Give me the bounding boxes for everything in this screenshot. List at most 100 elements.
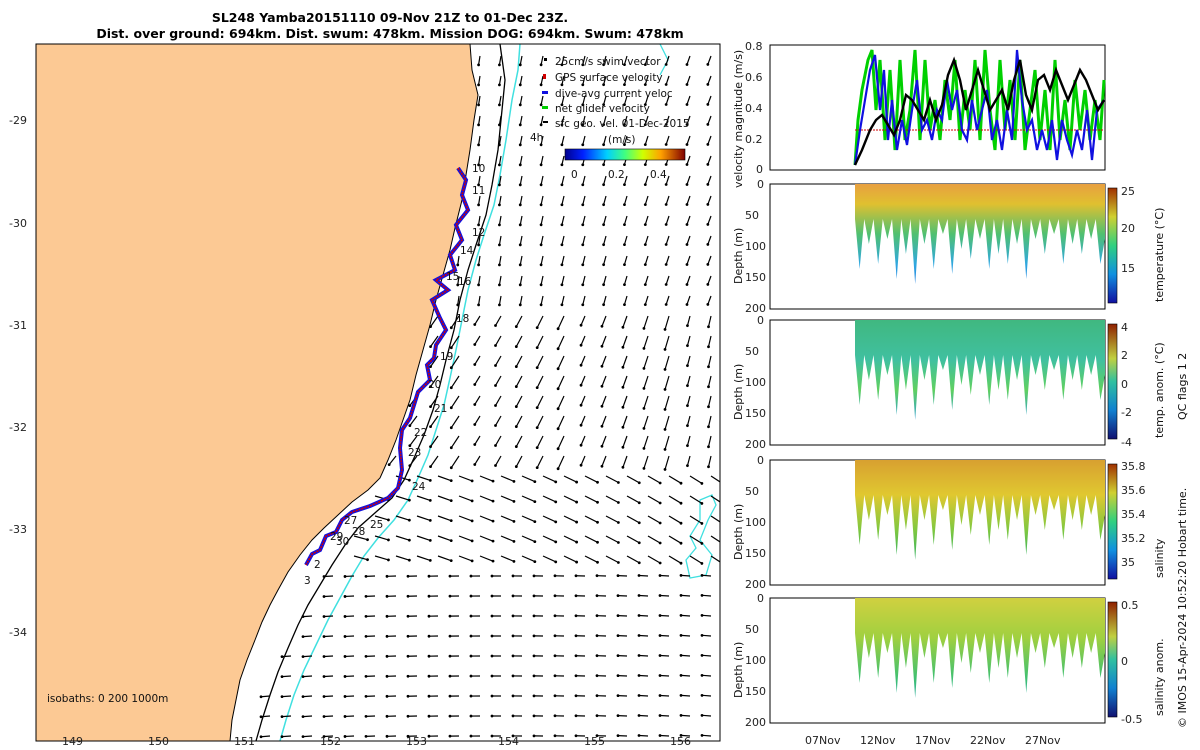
lat-tick: -30 <box>9 217 27 230</box>
velocity-arrow-head <box>408 404 412 408</box>
velocity-arrow <box>437 515 452 522</box>
velocity-arrow-head <box>518 123 522 127</box>
velocity-arrow <box>689 555 703 564</box>
velocity-arrow-head <box>621 385 625 389</box>
velocity-arrow-head <box>686 364 689 368</box>
lat-tick: -32 <box>9 421 27 434</box>
velocity-arrow-head <box>498 163 501 167</box>
velocity-arrow <box>498 55 502 65</box>
velocity-arrow-head <box>407 478 411 482</box>
velocity-arrow <box>494 375 502 386</box>
velocity-arrow-head <box>621 345 625 349</box>
velocity-arrow-head <box>514 425 518 428</box>
velocity-arrow-head <box>343 675 347 678</box>
velocity-arrow-head <box>280 735 284 739</box>
colorbar-tick: 35.6 <box>1121 484 1146 497</box>
depth-tick: 150 <box>745 547 766 560</box>
colorbar-tick: 2 <box>1121 349 1128 362</box>
velocity-arrow-head <box>623 103 626 107</box>
velocity-arrow-head <box>429 405 432 409</box>
velocity-arrow-head <box>679 541 683 545</box>
velocity-arrow-head <box>428 539 432 542</box>
colorbar-label: salinity anom. <box>1153 638 1166 716</box>
velocity-arrow-head <box>494 464 497 467</box>
velocity-arrow-head <box>473 423 477 426</box>
velocity-arrow-head <box>406 674 410 678</box>
velocity-arrow-head <box>706 103 710 106</box>
velocity-arrow-head <box>532 594 536 598</box>
velocity-arrow-head <box>343 595 347 598</box>
velocity-arrow-head <box>664 63 668 66</box>
section-colorbar <box>1107 323 1118 440</box>
velocity-arrow-head <box>642 446 646 450</box>
day-label: 29 <box>330 531 343 543</box>
velocity-arrow-head <box>429 345 432 349</box>
depth-tick: 0 <box>757 454 764 467</box>
velocity-arrow-head <box>664 143 668 146</box>
velocity-arrow-head <box>664 263 668 266</box>
velocity-arrow-head <box>470 499 474 503</box>
lat-axis: -29 -30 -31 -32 -33 -34 <box>9 114 27 639</box>
velocity-arrow-head <box>581 303 585 307</box>
velocity-arrow-head <box>532 634 536 638</box>
velocity-arrow <box>680 694 691 697</box>
velocity-arrow-head <box>658 634 662 637</box>
velocity-arrow-head <box>408 444 412 448</box>
velocity-arrow-head <box>366 538 369 542</box>
velocity-arrow-head <box>623 143 626 147</box>
velocity-arrow-head <box>406 714 410 718</box>
velocity-arrow-head <box>560 243 564 247</box>
velocity-arrow-head <box>322 655 326 658</box>
velocity-arrow-head <box>473 443 477 446</box>
velocity-arrow-head <box>343 655 347 658</box>
velocity-arrow-head <box>581 83 585 87</box>
velocity-arrow-head <box>473 383 477 386</box>
velocity-arrow-head <box>700 673 704 677</box>
velocity-arrow-head <box>575 560 579 564</box>
velocity-arrow <box>536 415 544 428</box>
velocity-arrow <box>302 655 313 658</box>
velocity-arrow-head <box>623 303 626 307</box>
velocity-arrow-head <box>623 223 626 227</box>
velocity-arrow <box>686 235 691 245</box>
depth-tick: 100 <box>745 240 766 253</box>
velocity-arrow-head <box>574 694 578 698</box>
velocity-arrow-head <box>560 63 564 67</box>
velocity-arrow-head <box>575 540 579 544</box>
colorbar-tick: 0.4 <box>650 169 667 181</box>
velocity-arrow-head <box>616 694 620 698</box>
velocity-arrow <box>521 475 536 483</box>
velocity-arrow <box>580 315 586 326</box>
velocity-arrow-head <box>301 695 305 698</box>
velocity-arrow-head <box>407 558 411 562</box>
velocity-arrow-head <box>637 501 641 505</box>
velocity-arrow <box>557 375 565 389</box>
velocity-arrow <box>701 594 712 597</box>
velocity-arrow <box>643 335 649 349</box>
velocity-arrow-head <box>539 203 543 207</box>
depth-tick: 0 <box>757 592 764 605</box>
velocity-arrow-head <box>685 303 689 306</box>
velocity-arrow <box>437 475 452 482</box>
velocity-arrow <box>474 375 481 385</box>
velocity-arrow-head <box>706 303 710 306</box>
velocity-arrow <box>603 115 607 125</box>
velocity-arrow-head <box>637 541 641 545</box>
velocity-arrow <box>647 535 661 544</box>
velocity-arrow <box>519 95 523 105</box>
velocity-arrow <box>477 95 481 105</box>
velocity-arrow-head <box>491 539 495 543</box>
velocity-arrow-head <box>602 163 606 167</box>
velocity-arrow-head <box>658 674 662 677</box>
velocity-arrow <box>686 255 691 265</box>
velocity-arrow-head <box>579 463 583 467</box>
day-label: 27 <box>344 515 357 527</box>
velocity-arrow <box>536 395 544 408</box>
velocity-arrow-head <box>477 63 480 67</box>
velocity-arrow-head <box>533 520 537 524</box>
velocity-arrow-head <box>560 303 564 307</box>
velocity-arrow <box>542 475 556 483</box>
velocity-arrow-head <box>554 480 558 484</box>
velocity-arrow <box>659 594 670 597</box>
velocity-arrow <box>665 235 670 245</box>
